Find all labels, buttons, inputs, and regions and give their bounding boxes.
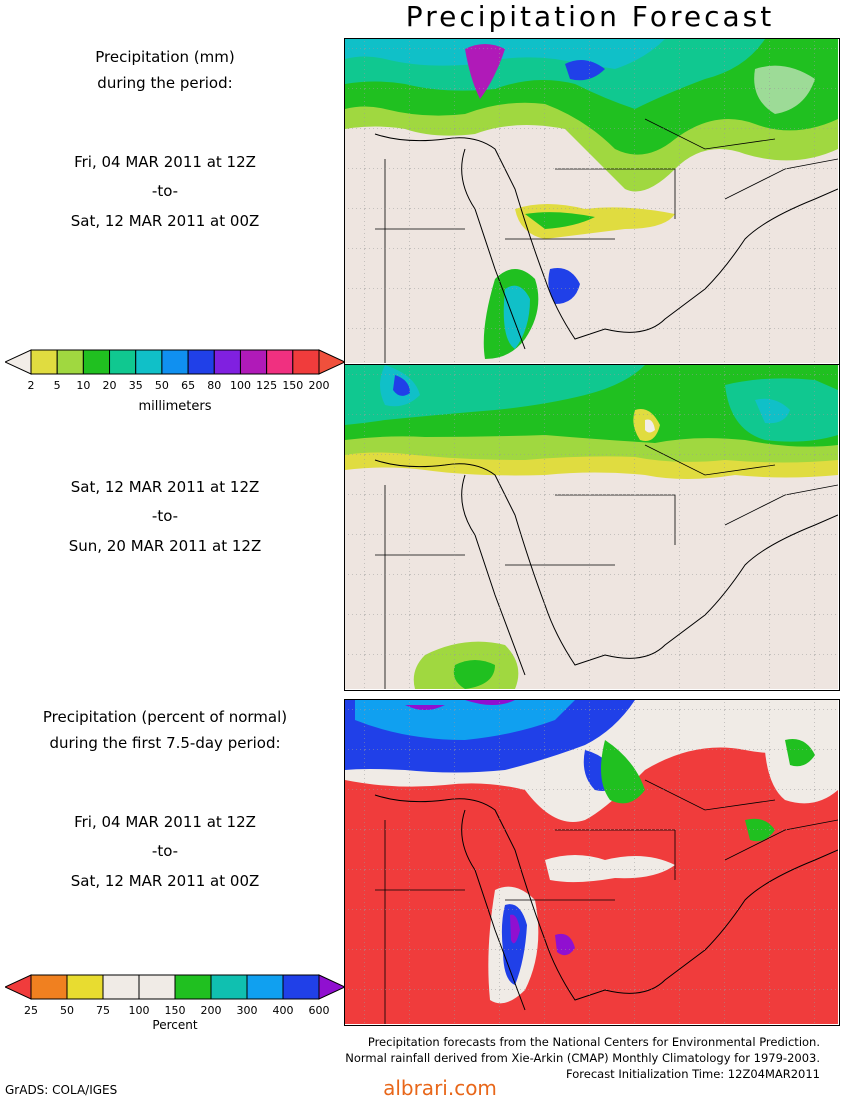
mm-legend-tick-label: 5 (53, 379, 61, 392)
mm-legend-tick-label: 2 (27, 379, 35, 392)
percent-legend-low-arrow (3, 974, 32, 1000)
mm-legend-tick-label: 150 (282, 379, 304, 392)
percent-legend-tick-label: 400 (272, 1004, 294, 1017)
mm-legend-swatch (135, 349, 163, 375)
panel1-end-date: Sat, 12 MAR 2011 at 00Z (70, 212, 260, 230)
percent-legend-tick-label: 150 (164, 1004, 186, 1017)
mm-legend-swatch (266, 349, 294, 375)
panel2-start-date: Sat, 12 MAR 2011 at 12Z (70, 478, 260, 496)
percent-legend-swatch (30, 974, 68, 1000)
mm-legend-swatch (239, 349, 268, 375)
panel3-header-line1: Precipitation (percent of normal) (42, 708, 288, 726)
panel1-header-line1: Precipitation (mm) (95, 48, 235, 66)
mm-legend-swatch (292, 349, 320, 375)
mm-legend-swatch (161, 349, 189, 375)
percent-legend-swatch (66, 974, 104, 1000)
mm-legend-low-arrow (3, 349, 32, 375)
percent-legend-tick-label: 200 (200, 1004, 222, 1017)
panel1-header-line2: during the period: (97, 74, 233, 92)
panel3-start-date: Fri, 04 MAR 2011 at 12Z (74, 813, 256, 831)
mm-legend-tick-label: 20 (102, 379, 117, 392)
percent-legend-swatch (174, 974, 212, 1000)
mm-legend-tick-label: 10 (76, 379, 91, 392)
precip-map-week2 (344, 364, 840, 691)
percent-legend-tick-label: 75 (96, 1004, 110, 1017)
panel3-end-date: Sat, 12 MAR 2011 at 00Z (70, 872, 260, 890)
mm-legend-tick-label: 50 (154, 379, 169, 392)
mm-legend-swatch (109, 349, 137, 375)
mm-legend-high-arrow (318, 349, 347, 375)
panel3-to: -to- (151, 842, 179, 860)
percent-legend-tick-label: 50 (60, 1004, 74, 1017)
percent-legend-tick-label: 25 (24, 1004, 38, 1017)
mm-legend-swatch (82, 349, 111, 375)
percent-legend-unit: Percent (152, 1018, 198, 1032)
percent-legend-swatch (246, 974, 284, 1000)
mm-legend-bar (3, 349, 347, 375)
percent-color-legend (3, 974, 347, 1000)
page-title: Precipitation Forecast (405, 0, 775, 33)
mm-legend-swatch (56, 349, 84, 375)
mm-legend-tick-label: 35 (128, 379, 143, 392)
percent-legend-ticks: 25 50 75 100 150 200 300 400 600 (0, 1004, 345, 1018)
credits-line2: Normal rainfall derived from Xie-Arkin (… (345, 1051, 820, 1065)
percent-legend-swatch (210, 974, 248, 1000)
mm-legend-ticks: 2 5 10 20 35 50 65 80 100 125 150 200 (0, 379, 345, 393)
mm-legend-swatch (213, 349, 241, 375)
mm-legend-tick-label: 100 (229, 379, 251, 392)
mm-legend-tick-label: 125 (256, 379, 278, 392)
percent-legend-swatch (102, 974, 140, 1000)
percent-legend-tick-label: 300 (236, 1004, 258, 1017)
mm-color-legend (3, 349, 347, 375)
mm-legend-unit: millimeters (138, 399, 212, 414)
percent-legend-tick-label: 100 (128, 1004, 150, 1017)
panel2-to: -to- (151, 507, 179, 525)
percent-legend-tick-label: 600 (308, 1004, 330, 1017)
panel1-to: -to- (151, 182, 179, 200)
panel1-start-date: Fri, 04 MAR 2011 at 12Z (74, 153, 256, 171)
precip-map-week1 (344, 38, 840, 365)
percent-legend-swatch (282, 974, 320, 1000)
panel3-header-line2: during the first 7.5-day period: (49, 734, 281, 752)
mm-legend-swatch (30, 349, 58, 375)
mm-legend-swatch (187, 349, 215, 375)
percent-normal-map (344, 699, 840, 1026)
percent-legend-swatch (138, 974, 176, 1000)
mm-legend-tick-label: 200 (308, 379, 330, 392)
mm-legend-tick-label: 80 (207, 379, 222, 392)
credits-line3: Forecast Initialization Time: 12Z04MAR20… (566, 1067, 820, 1081)
mm-legend-tick-label: 65 (181, 379, 196, 392)
percent-legend-bar (3, 974, 347, 1000)
credits-line1: Precipitation forecasts from the Nationa… (367, 1035, 820, 1049)
credits: Precipitation forecasts from the Nationa… (345, 1034, 820, 1082)
percent-legend-high-arrow (318, 974, 347, 1000)
grads-credit: GrADS: COLA/IGES (5, 1083, 118, 1097)
panel2-end-date: Sun, 20 MAR 2011 at 12Z (68, 537, 262, 555)
site-watermark[interactable]: albrari.com (383, 1076, 497, 1100)
